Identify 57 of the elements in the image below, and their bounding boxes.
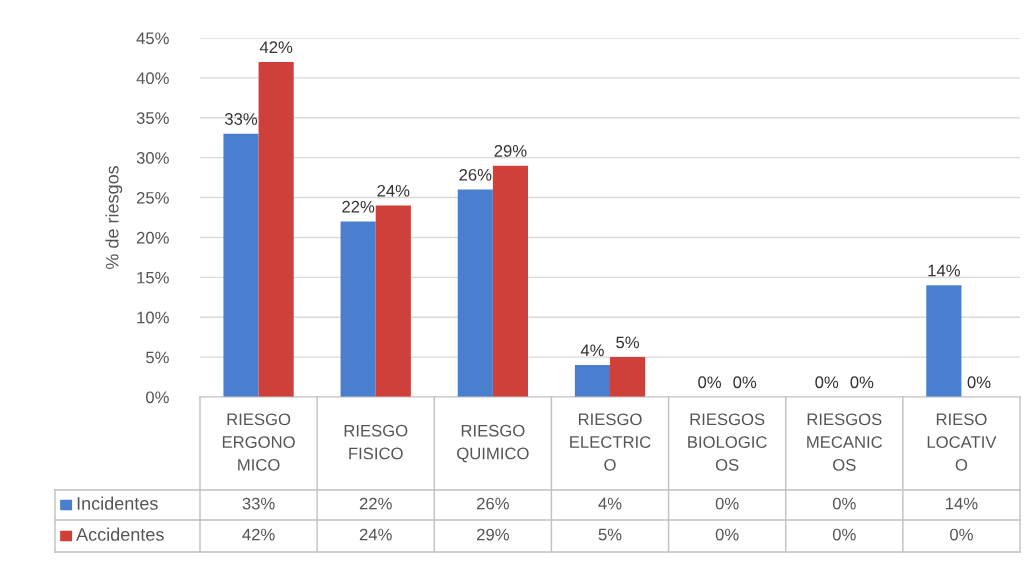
x-tick-label: RIESGO FISICO <box>344 424 408 460</box>
text: 5% <box>598 528 622 541</box>
text: 4% <box>598 497 622 510</box>
text: 5% <box>616 336 640 349</box>
bar <box>223 133 259 397</box>
text: 42% <box>242 528 275 541</box>
text: 4% <box>580 344 604 357</box>
y-axis-title: % de riesgos <box>105 165 123 270</box>
text: 0% <box>832 497 856 510</box>
text: 14% <box>928 264 960 277</box>
y-tick-label: 45% <box>136 32 169 45</box>
text: 33% <box>242 497 275 510</box>
legend-label: Incidentes <box>77 496 158 510</box>
text: 0% <box>967 376 991 389</box>
text: 24% <box>359 528 392 541</box>
text: 42% <box>259 41 293 54</box>
y-tick-label: 10% <box>137 311 169 324</box>
y-tick-label: 25% <box>136 191 169 204</box>
text: 0% <box>832 528 856 541</box>
text: 14% <box>946 497 978 510</box>
x-tick-label: RIESO LOCATIV O <box>927 413 997 471</box>
bar <box>610 357 646 397</box>
y-tick-label: 30% <box>136 152 169 164</box>
y-tick-label: 35% <box>136 112 169 124</box>
bar <box>926 285 962 397</box>
text: 0% <box>950 528 973 541</box>
text: 26% <box>459 168 492 181</box>
y-tick-label: 5% <box>146 351 169 364</box>
y-tick-label: 0% <box>146 391 169 404</box>
text: 0% <box>715 497 739 510</box>
x-tick-label: RIESGOS MECANIC OS <box>807 413 883 471</box>
x-tick-label: RIESGO QUIMICO <box>457 424 529 463</box>
x-tick-label: RIESGOS BIOLOGIC OS <box>688 413 767 471</box>
y-tick-label: 15% <box>137 271 169 284</box>
bar <box>492 165 528 397</box>
text: 0% <box>850 376 874 389</box>
text: 0% <box>715 528 739 541</box>
x-tick-label: RIESGO ELECTRIC O <box>570 413 651 471</box>
bar <box>258 61 294 397</box>
legend-label: Accidentes <box>76 527 164 541</box>
text: 22% <box>342 200 375 213</box>
text: 26% <box>477 497 509 510</box>
text: 0% <box>815 376 839 389</box>
bar <box>340 221 376 397</box>
x-tick-label: RIESGO ERGONO MICO <box>222 413 295 471</box>
text: 0% <box>698 376 722 389</box>
bar <box>457 189 493 397</box>
bar <box>375 205 411 397</box>
text: 29% <box>494 144 527 157</box>
text: 22% <box>359 497 392 510</box>
text: 24% <box>377 184 410 197</box>
text: 33% <box>224 113 258 125</box>
text: 0% <box>733 376 757 389</box>
text: 29% <box>477 528 509 541</box>
y-tick-label: 20% <box>136 231 169 244</box>
y-tick-label: 40% <box>136 72 169 85</box>
bar <box>574 365 610 397</box>
